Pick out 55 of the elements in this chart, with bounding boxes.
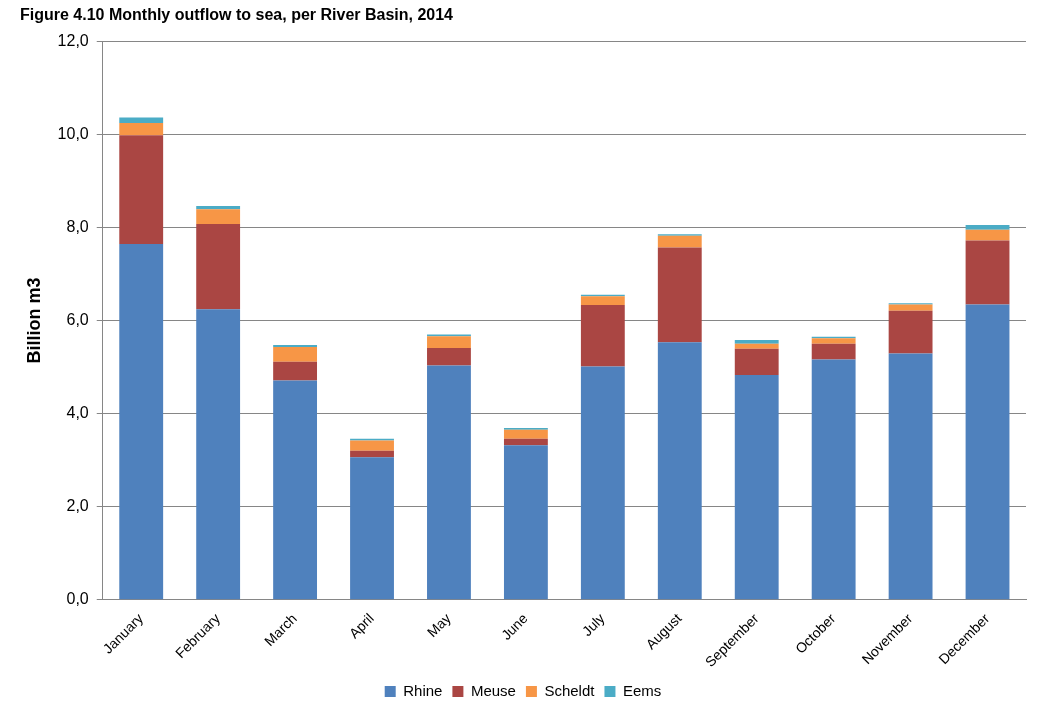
- bar: [119, 135, 164, 245]
- bar: [119, 244, 164, 600]
- bar: [657, 235, 702, 248]
- bar: [965, 240, 1010, 305]
- bar: [196, 309, 241, 600]
- bar: [888, 353, 933, 600]
- bar: [734, 340, 779, 344]
- chart-title: Figure 4.10 Monthly outflow to sea, per River Basin, 2014: [20, 6, 454, 24]
- bar: [196, 205, 241, 210]
- bar: [965, 225, 1010, 230]
- legend-label: Scheldt: [544, 681, 596, 699]
- bar: [965, 304, 1010, 600]
- bar: [657, 247, 702, 343]
- bar: [119, 117, 164, 124]
- bar: [811, 359, 856, 600]
- y-tick-label: 0,0: [66, 590, 89, 608]
- bar: [734, 343, 779, 349]
- y-tick-label: 10,0: [57, 124, 89, 142]
- bar: [811, 343, 856, 360]
- bar: [273, 346, 318, 362]
- bar: [350, 440, 394, 451]
- bar: [503, 438, 548, 446]
- x-tick-label: May: [423, 610, 454, 641]
- bar: [196, 224, 241, 310]
- bar: [196, 209, 241, 225]
- y-tick-label: 4,0: [66, 403, 89, 421]
- y-axis-title: Billion m3: [23, 277, 44, 364]
- bar: [427, 365, 471, 600]
- bar: [811, 338, 856, 344]
- y-tick-label: 6,0: [66, 310, 89, 328]
- bar: [427, 347, 471, 366]
- bar: [734, 348, 779, 375]
- y-tick-label: 8,0: [66, 217, 89, 235]
- bar: [350, 450, 394, 458]
- y-tick-label: 12,0: [57, 31, 89, 49]
- y-tick-label: 2,0: [66, 497, 89, 515]
- bar: [657, 342, 702, 600]
- legend-label: Rhine: [403, 681, 443, 699]
- bar: [273, 361, 318, 381]
- bar: [580, 366, 625, 600]
- bar: [503, 429, 548, 439]
- bar: [888, 310, 933, 354]
- bar: [888, 304, 933, 311]
- bar: [580, 296, 625, 306]
- bar: [503, 445, 548, 600]
- bar: [580, 305, 625, 367]
- bar: [350, 457, 394, 600]
- bar: [965, 229, 1010, 241]
- legend-label: Eems: [622, 681, 662, 699]
- legend-label: Meuse: [470, 681, 516, 699]
- x-tick-label: July: [578, 610, 608, 640]
- bar: [427, 336, 471, 348]
- bar: [273, 380, 318, 600]
- bar: [734, 374, 779, 600]
- bar: [119, 123, 164, 136]
